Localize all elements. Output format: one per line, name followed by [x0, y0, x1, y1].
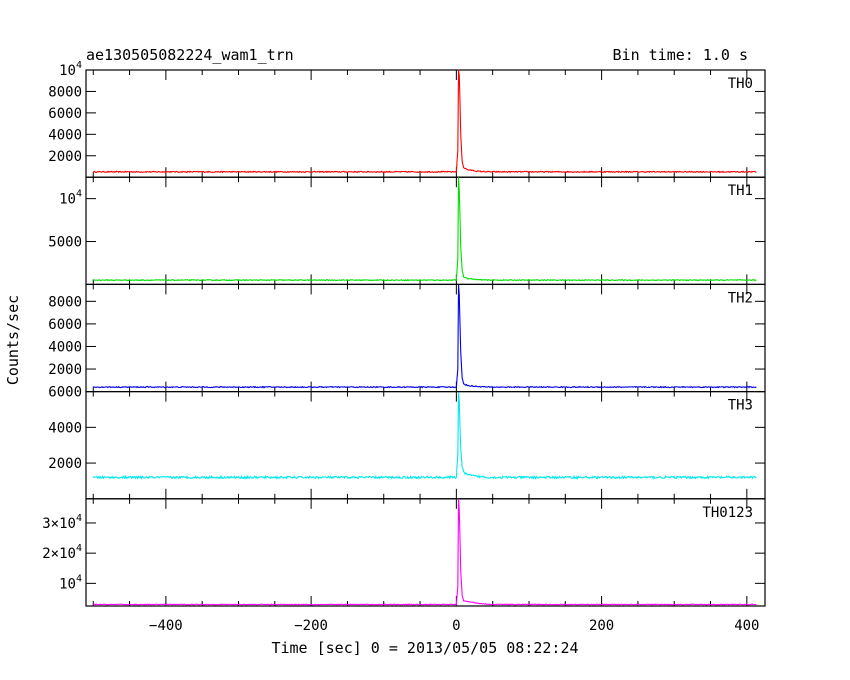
series-label-th0123: TH0123 [702, 505, 753, 521]
series-label-th1: TH1 [728, 183, 753, 199]
panel-frame-th3 [85, 391, 766, 500]
series-label-th2: TH2 [728, 290, 753, 306]
panel-frame-th2 [85, 283, 766, 393]
x-tick-label: −200 [294, 618, 328, 634]
y-tick-label-th2: 4000 [48, 339, 82, 355]
panel-frame-th0 [85, 69, 766, 178]
series-label-th3: TH3 [728, 398, 753, 414]
y-tick-label-th2: 2000 [48, 362, 82, 378]
bin-time-label: Bin time: 1.0 s [613, 46, 748, 64]
y-tick-label-th0: 2000 [48, 149, 82, 165]
series-line-th1 [93, 177, 757, 282]
x-tick-label: −400 [149, 618, 183, 634]
y-tick-label-th0123: 3×104 [42, 513, 82, 532]
y-tick-label-th0123: 104 [59, 573, 82, 592]
panel-frame-th1 [85, 176, 766, 285]
x-tick-label: 200 [589, 618, 614, 634]
y-tick-label-th0: 104 [59, 60, 82, 79]
series-line-th3 [92, 392, 757, 480]
y-tick-label-th2: 8000 [48, 294, 82, 310]
y-axis-label: Counts/sec [4, 295, 22, 385]
y-tick-label-th3: 4000 [48, 420, 82, 436]
panel-frame-th0123 [85, 498, 766, 607]
y-tick-label-th2: 6000 [48, 317, 82, 333]
series-line-th0 [92, 69, 757, 174]
y-tick-label-th1: 5000 [48, 235, 82, 251]
y-tick-label-th0: 8000 [48, 84, 82, 100]
y-tick-label-th0: 6000 [48, 106, 82, 122]
x-tick-label: 0 [452, 618, 460, 634]
x-axis-label: Time [sec] 0 = 2013/05/05 08:22:24 [271, 639, 578, 657]
series-line-th2 [93, 284, 757, 389]
y-tick-label-th0123: 2×104 [42, 543, 82, 562]
x-tick-label: 400 [734, 618, 759, 634]
chart-title: ae130505082224_wam1_trn [86, 46, 294, 64]
y-tick-label-th3: 2000 [48, 456, 82, 472]
series-line-th0123 [93, 498, 757, 606]
y-tick-label-th1: 104 [59, 189, 82, 208]
y-tick-label-th3: 6000 [48, 385, 82, 401]
series-label-th0: TH0 [728, 76, 753, 92]
y-tick-label-th0: 4000 [48, 127, 82, 143]
